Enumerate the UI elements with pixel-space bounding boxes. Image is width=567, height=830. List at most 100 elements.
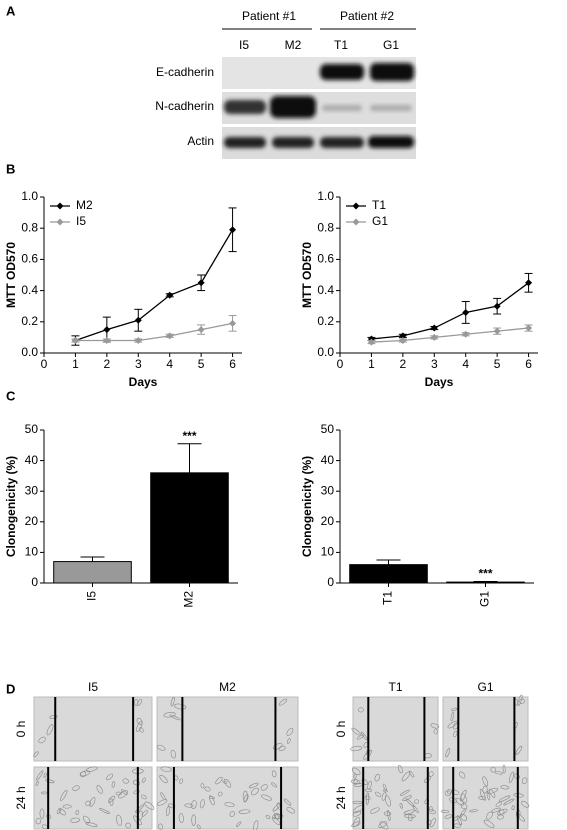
cell (75, 810, 80, 815)
cell (85, 800, 91, 807)
cell (286, 807, 296, 814)
cell (46, 724, 54, 736)
cell (60, 789, 68, 801)
cell (486, 811, 493, 820)
cell (451, 707, 458, 711)
y-tick-label: 0.0 (21, 345, 38, 359)
cell (141, 777, 146, 783)
y-tick-label: 0.8 (21, 220, 38, 234)
x-tick-label: I5 (85, 591, 99, 601)
cell (516, 812, 525, 822)
data-point (493, 327, 501, 335)
cell (35, 818, 42, 825)
y-tick-label: 10 (25, 545, 39, 559)
cell (85, 822, 98, 827)
cell (272, 743, 283, 750)
cell (351, 727, 361, 736)
cell (517, 694, 523, 706)
cell (265, 815, 271, 820)
legend-marker (56, 218, 64, 226)
cell (136, 717, 143, 725)
y-tick-label: 1.0 (21, 189, 38, 203)
x-tick-label: 4 (166, 357, 173, 371)
cell (179, 778, 184, 784)
micrograph (33, 766, 153, 830)
cell (224, 802, 235, 808)
legend-label: G1 (372, 214, 388, 228)
cell (223, 778, 232, 788)
cell (460, 814, 468, 822)
y-axis-label: Clonogenicity (%) (300, 456, 314, 557)
row-label: 0 h (334, 721, 348, 738)
cell (490, 766, 496, 773)
cell (404, 814, 416, 819)
lane-label: M2 (285, 38, 302, 52)
cell (351, 767, 361, 776)
cell (460, 793, 467, 804)
cell (460, 789, 467, 802)
series-line (75, 322, 233, 342)
cell (253, 820, 259, 830)
cell (238, 809, 251, 814)
cell (261, 794, 272, 801)
data-point (103, 337, 111, 345)
cell (453, 730, 458, 738)
cell (383, 783, 387, 791)
data-point (103, 326, 111, 334)
cell (495, 801, 502, 807)
cell (498, 795, 511, 802)
cell (209, 795, 215, 806)
cell (184, 803, 194, 808)
data-point (367, 338, 375, 346)
y-tick-label: 0.6 (21, 252, 38, 266)
cell (82, 815, 91, 824)
legend-label: I5 (76, 214, 86, 228)
cell (383, 811, 392, 816)
cell (469, 809, 478, 813)
cell (204, 786, 211, 792)
cell (482, 785, 488, 794)
x-axis-label: Days (425, 375, 454, 389)
cell (486, 787, 499, 794)
cell (196, 824, 201, 829)
wound-healing: I5 M2 0 h 24 h T1 G1 0 h 24 h (14, 680, 530, 830)
cell (137, 698, 143, 706)
cell (165, 806, 171, 816)
cell (350, 745, 363, 752)
cell (399, 803, 403, 809)
cell (455, 798, 465, 806)
x-tick-label: 2 (400, 357, 407, 371)
row-label: Actin (187, 134, 214, 148)
cell (286, 738, 291, 744)
data-point (229, 319, 237, 327)
cell (33, 751, 39, 758)
cell (191, 814, 197, 826)
y-axis-label: Clonogenicity (%) (4, 456, 18, 557)
data-point (493, 302, 501, 310)
y-tick-label: 40 (25, 453, 39, 467)
cell (459, 808, 467, 818)
cell (352, 800, 363, 805)
y-tick-label: 40 (321, 453, 335, 467)
cell (272, 814, 284, 820)
cell (215, 776, 223, 785)
cell (217, 791, 223, 797)
cell (170, 697, 175, 707)
cell (353, 817, 361, 827)
cell (157, 799, 168, 806)
cell (460, 803, 468, 810)
x-tick-label: T1 (381, 591, 395, 605)
cell (356, 734, 365, 740)
cell (397, 764, 403, 774)
x-tick-label: 0 (337, 357, 344, 371)
cell (160, 792, 166, 801)
cell (382, 789, 388, 793)
legend-marker (56, 202, 64, 210)
cell (229, 811, 235, 817)
cell (403, 809, 415, 815)
x-tick-label: 1 (368, 357, 375, 371)
error-bar (80, 556, 105, 562)
lane-label: I5 (239, 38, 249, 52)
data-point (462, 308, 470, 316)
cell (381, 792, 387, 801)
